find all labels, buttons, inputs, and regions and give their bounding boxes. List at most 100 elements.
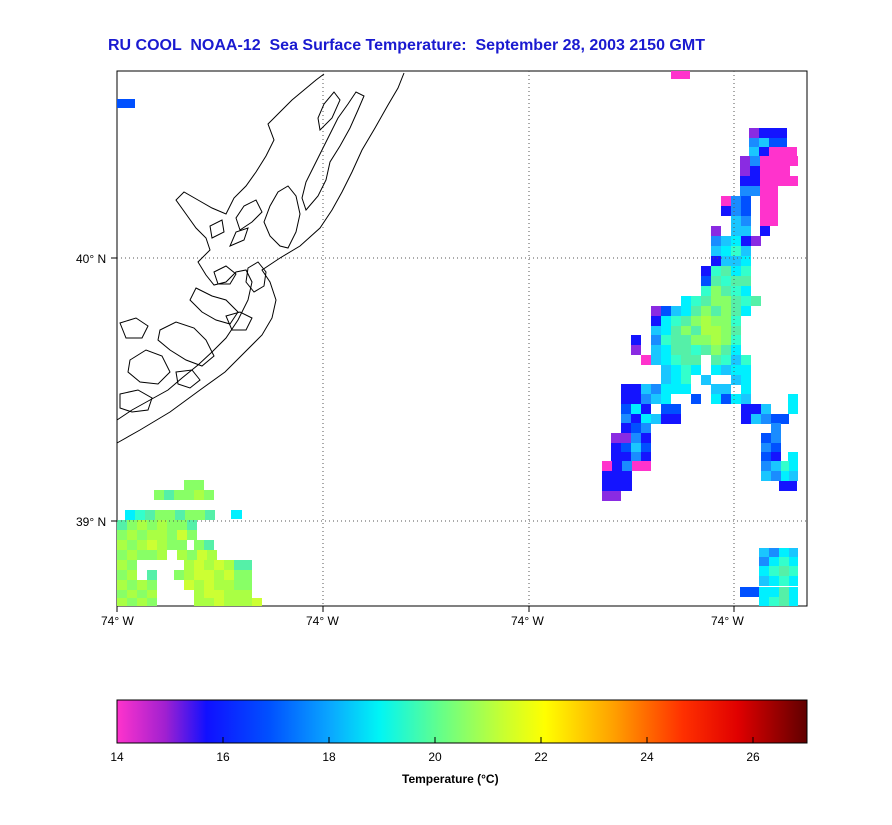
sst-pixel: [721, 316, 731, 326]
sst-pixel: [224, 560, 234, 570]
sst-pixel: [631, 433, 641, 443]
sst-pixel: [661, 384, 671, 394]
sst-pixel: [721, 196, 731, 206]
lon-label-2: 74° W: [306, 614, 339, 628]
sst-pixel: [731, 365, 741, 375]
sst-pixel: [711, 384, 721, 394]
sst-pixel: [145, 510, 155, 520]
sst-pixel: [612, 481, 622, 491]
sst-pixel: [769, 138, 787, 148]
sst-pixel: [711, 296, 721, 306]
sst-pixel: [641, 452, 651, 462]
sst-pixel: [789, 566, 798, 576]
sst-pixel: [731, 256, 741, 266]
sst-pixel: [165, 510, 175, 520]
sst-pixel: [167, 520, 177, 530]
sst-pixel: [760, 206, 778, 216]
sst-pixel: [681, 365, 691, 375]
sst-pixel: [671, 345, 681, 355]
lat-label-39: 39° N: [76, 515, 107, 529]
sst-pixel: [691, 316, 701, 326]
sst-pixel: [701, 335, 711, 345]
colorbar-tick-label: 16: [216, 750, 230, 764]
sst-pixel: [721, 266, 731, 276]
sst-pixel: [187, 520, 197, 530]
sst-pixel: [731, 375, 741, 385]
sst-pixel: [234, 598, 252, 606]
sst-pixel: [117, 540, 127, 550]
sst-pixel: [622, 461, 632, 471]
sst-pixel: [731, 306, 741, 316]
sst-pixel: [721, 256, 731, 266]
sst-pixel: [759, 576, 769, 586]
sst-pixel: [252, 598, 262, 606]
sst-pixel: [731, 286, 741, 296]
sst-pixel: [184, 480, 194, 490]
sst-pixel: [759, 597, 769, 606]
sst-pixel: [771, 452, 781, 462]
sst-pixel: [214, 570, 224, 580]
sst-pixel: [177, 520, 187, 530]
sst-pixel: [224, 570, 234, 580]
sst-pixel: [760, 156, 770, 166]
sst-pixel: [127, 540, 137, 550]
sst-pixel: [759, 128, 769, 138]
sst-pixel: [711, 236, 721, 246]
sst-pixel: [741, 236, 751, 246]
sst-pixel: [759, 566, 769, 576]
sst-pixel: [741, 226, 751, 236]
sst-pixel: [770, 176, 788, 186]
sst-pixel: [631, 443, 641, 453]
sst-pixel: [731, 236, 741, 246]
sst-pixel: [750, 176, 760, 186]
sst-pixel: [137, 550, 147, 560]
axis-ticks: [111, 257, 735, 612]
sst-pixel: [611, 452, 621, 462]
sst-pixel: [661, 355, 671, 365]
sst-pixel: [127, 598, 137, 606]
sst-pixel: [759, 557, 769, 567]
sst-pixel: [721, 286, 731, 296]
map-title: RU COOL NOAA-12 Sea Surface Temperature:…: [108, 37, 705, 54]
sst-pixel: [721, 355, 731, 365]
sst-pixel: [632, 461, 651, 471]
sst-pixel: [147, 590, 157, 600]
sst-pixel: [779, 597, 789, 606]
sst-pixel: [740, 166, 750, 176]
coastline: [116, 72, 405, 444]
sst-pixel: [661, 335, 671, 345]
sst-pixel: [761, 443, 771, 453]
sst-pixel: [721, 306, 731, 316]
sst-pixel: [749, 138, 759, 148]
sst-pixel: [711, 335, 721, 345]
sst-pixel: [204, 580, 214, 590]
sst-pixel: [621, 443, 631, 453]
sst-pixel: [194, 590, 204, 600]
sst-pixel: [741, 276, 751, 286]
sst-pixel: [137, 598, 147, 606]
sst-pixel: [701, 266, 711, 276]
sst-pixel: [174, 490, 184, 500]
sst-pixel: [631, 335, 641, 345]
sst-pixel: [721, 246, 731, 256]
sst-pixel: [721, 384, 731, 394]
sst-pixel: [224, 598, 234, 606]
sst-pixel: [691, 365, 701, 375]
sst-pixel: [651, 414, 661, 424]
sst-pixel: [701, 345, 711, 355]
sst-pixel: [125, 510, 135, 520]
sst-pixel: [771, 461, 781, 471]
lat-label-40: 40° N: [76, 252, 107, 266]
sst-pixel: [127, 580, 137, 590]
sst-pixel: [661, 345, 671, 355]
sst-pixel: [137, 590, 147, 600]
sst-pixel: [761, 414, 771, 424]
sst-pixel: [761, 471, 771, 481]
sst-pixel: [621, 394, 631, 404]
sst-pixel: [731, 266, 741, 276]
sst-pixel: [731, 276, 741, 286]
sst-pixel: [741, 394, 751, 404]
sst-pixel: [731, 296, 741, 306]
lon-label-3: 74° W: [511, 614, 544, 628]
sst-pixel: [761, 404, 771, 414]
